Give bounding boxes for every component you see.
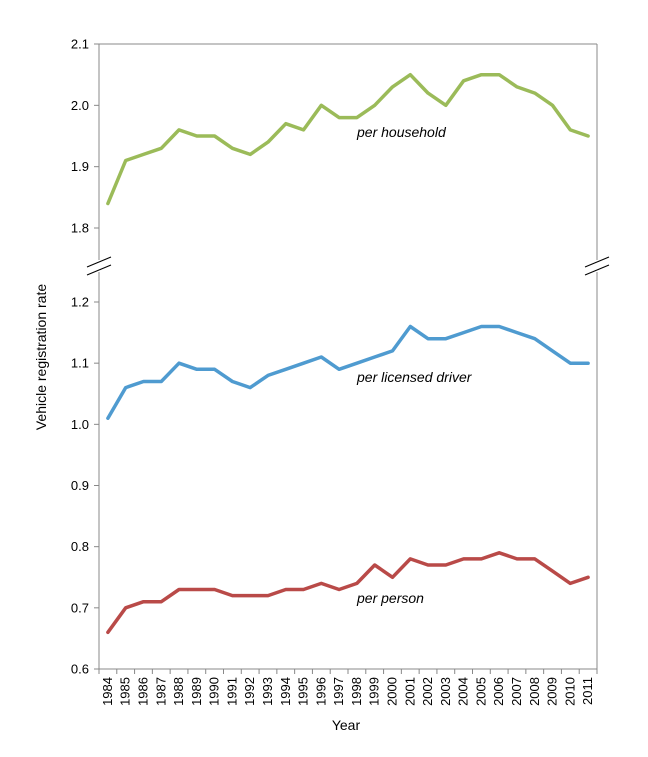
y-tick-label-upper: 2.0 — [71, 98, 89, 113]
y-tick-label-lower: 0.9 — [71, 478, 89, 493]
right-break-mark — [584, 256, 610, 268]
series-labels: per household per licensed driver per pers… — [356, 124, 473, 606]
x-tick-label: 1993 — [260, 677, 275, 706]
y-tick-label-upper: 1.9 — [71, 159, 89, 174]
x-tick-label: 2004 — [456, 677, 471, 706]
x-tick-label: 2006 — [491, 677, 506, 706]
series-line-per-person — [106, 551, 590, 635]
x-tick-label: 1984 — [100, 677, 115, 706]
series-line-per-household — [106, 72, 590, 206]
y-tick-label-upper: 1.8 — [71, 221, 89, 236]
y-axis-title: Vehicle registration rate — [33, 284, 49, 431]
x-tick-label: 2007 — [509, 677, 524, 706]
series-label-per-person: per person — [356, 590, 424, 606]
y-tick-label-lower: 0.6 — [71, 662, 89, 677]
x-tick-label: 1996 — [313, 677, 328, 706]
x-tick-label: 1989 — [189, 677, 204, 706]
y-tick-label-lower: 1.0 — [71, 417, 89, 432]
left-break-mark — [86, 256, 112, 268]
plot-frame — [86, 43, 610, 670]
series-line-per-licensed-driver — [106, 324, 590, 420]
y-tick-label-upper: 2.1 — [71, 37, 89, 52]
x-tick-label: 2011 — [580, 677, 595, 705]
left-break-mark — [86, 264, 112, 276]
x-tick-label: 1991 — [224, 677, 239, 706]
x-tick-label: 1995 — [296, 677, 311, 706]
x-tick-label: 1987 — [153, 677, 168, 706]
y-tick-label-lower: 1.1 — [71, 356, 89, 371]
y-tick-label-lower: 1.2 — [71, 295, 89, 310]
x-tick-label: 2009 — [545, 677, 560, 706]
x-tick-label: 1994 — [278, 677, 293, 706]
x-tick-label: 1999 — [367, 677, 382, 706]
x-tick-label: 1997 — [331, 677, 346, 706]
y-tick-label-lower: 0.7 — [71, 600, 89, 615]
x-tick-label: 1998 — [349, 677, 364, 706]
y-axis-ticks: 1.8 1.9 2.0 2.1 0.6 0.7 0.8 0.9 1.0 1.1 1.2 — [71, 37, 99, 677]
x-axis-title: Year — [332, 717, 361, 733]
series-label-per-licensed-driver: per licensed driver — [356, 369, 473, 385]
x-tick-label: 1990 — [207, 677, 222, 706]
y-tick-label-lower: 0.8 — [71, 539, 89, 554]
x-axis-ticks: 1984 1985 1986 1987 1988 1989 1990 1991 1992 1993… — [98, 669, 598, 706]
x-tick-label: 1985 — [118, 677, 133, 706]
x-tick-label: 2000 — [384, 677, 399, 706]
x-tick-label: 2005 — [473, 677, 488, 706]
x-tick-label: 2010 — [562, 677, 577, 706]
x-tick-label: 2002 — [420, 677, 435, 706]
series-label-per-household: per household — [356, 124, 447, 140]
x-tick-label: 1986 — [135, 677, 150, 706]
x-tick-label: 1992 — [242, 677, 257, 706]
x-tick-label: 1988 — [171, 677, 186, 706]
x-tick-label: 2003 — [438, 677, 453, 706]
series-lines — [106, 72, 590, 635]
right-break-mark — [584, 264, 610, 276]
x-tick-label: 2001 — [402, 677, 417, 706]
x-tick-label: 2008 — [527, 677, 542, 706]
